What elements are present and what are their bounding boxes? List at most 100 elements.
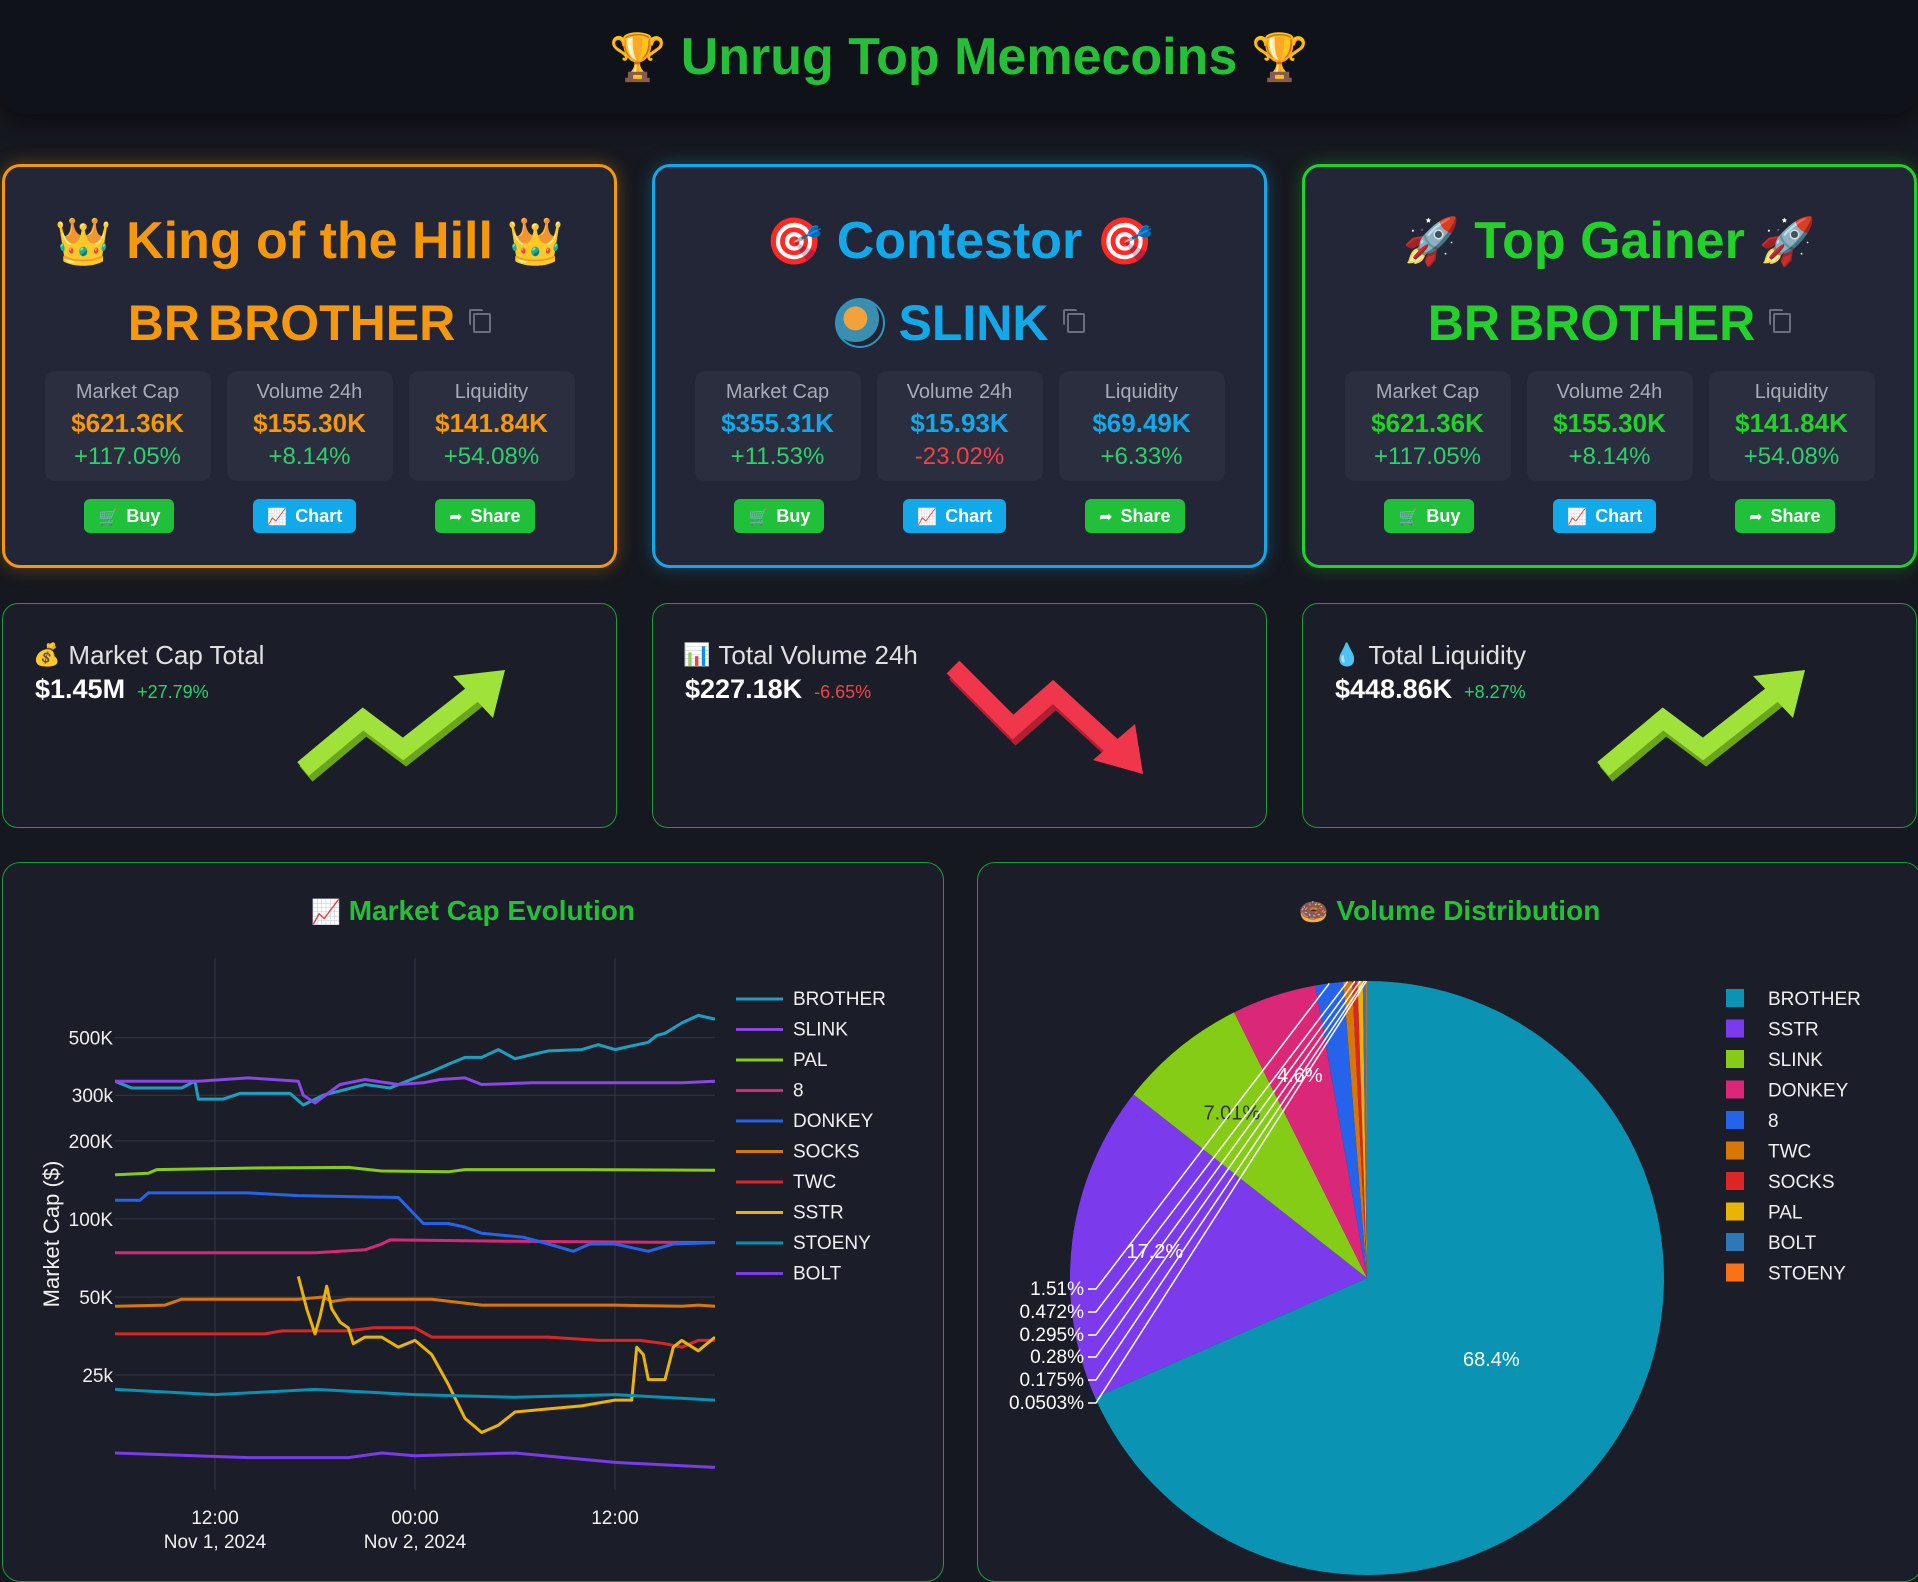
legend-swatch-8 xyxy=(1726,1111,1744,1129)
pie-slice-8 xyxy=(1315,981,1367,1278)
legend-label-twc: TWC xyxy=(1768,1142,1811,1163)
card-title: 🎯 Contestor 🎯 xyxy=(765,212,1154,270)
buy-button[interactable]: 🛒 Buy xyxy=(734,499,825,533)
action-buttons: 🛒 Buy 📈 Chart ➦ Share xyxy=(695,499,1224,533)
metric-market-cap: Market Cap $621.36K +117.05% xyxy=(1344,371,1511,481)
series-line-socks xyxy=(115,1295,715,1308)
money-bag-icon: 💰 xyxy=(33,643,61,668)
pie-slice-twc xyxy=(1343,981,1367,1278)
y-tick-label: 300k xyxy=(72,1086,114,1107)
chart-button[interactable]: 📈 Chart xyxy=(1553,499,1657,533)
share-icon: ➦ xyxy=(1099,506,1113,526)
x-tick-label: 12:00 xyxy=(591,1508,639,1529)
legend-swatch-brother xyxy=(1726,989,1744,1007)
pie-label-brother: 68.4% xyxy=(1463,1349,1520,1371)
trend-up-arrow-icon xyxy=(1597,670,1805,782)
legend-swatch-socks xyxy=(1726,1172,1744,1190)
card-title: 👑 King of the Hill 👑 xyxy=(54,212,565,270)
pie-label-bolt: 0.175% xyxy=(1020,1370,1085,1391)
x-tick-sublabel: Nov 2, 2024 xyxy=(364,1532,467,1553)
legend-swatch-slink xyxy=(1726,1050,1744,1068)
target-icon: 🎯 xyxy=(1096,213,1154,268)
pie-label-slink: 7.01% xyxy=(1203,1102,1260,1124)
y-tick-label: 100K xyxy=(69,1210,114,1231)
buy-button[interactable]: 🛒 Buy xyxy=(84,499,175,533)
chart-button[interactable]: 📈 Chart xyxy=(253,499,357,533)
legend-swatch-bolt xyxy=(1726,1233,1744,1251)
pie-slice-brother xyxy=(1095,981,1664,1575)
share-button[interactable]: ➦ Share xyxy=(1735,499,1835,533)
pie-slice-slink xyxy=(1133,1012,1367,1278)
metric-market-cap: Market Cap $621.36K +117.05% xyxy=(44,371,211,481)
stat-total-liquidity: 💧 Total Liquidity $448.86K +8.27% xyxy=(1302,603,1917,828)
chart-icon: 📈 xyxy=(917,506,938,526)
pie-leader-pal xyxy=(1088,980,1361,1358)
copy-icon[interactable] xyxy=(1062,309,1085,333)
chart-button[interactable]: 📈 Chart xyxy=(903,499,1007,533)
copy-icon[interactable] xyxy=(1769,309,1792,333)
crown-icon: 👑 xyxy=(506,213,565,268)
pie-slice-donkey xyxy=(1234,985,1367,1278)
x-tick-sublabel: Nov 1, 2024 xyxy=(164,1532,267,1553)
y-axis-label: Market Cap ($) xyxy=(39,1161,64,1308)
volume-distribution-panel: 🍩 Volume Distribution 68.4% BROTHER 17.2% S… xyxy=(977,862,1918,1582)
legend-label-pal: PAL xyxy=(793,1050,828,1071)
cart-icon: 🛒 xyxy=(748,506,769,526)
metrics-row: Market Cap $621.36K +117.05% Volume 24h … xyxy=(5,371,614,481)
share-button[interactable]: ➦ Share xyxy=(1085,499,1185,533)
panel-title: 📈 Market Cap Evolution xyxy=(311,895,635,926)
action-buttons: 🛒 Buy 📈 Chart ➦ Share xyxy=(45,499,574,533)
y-tick-label: 500K xyxy=(69,1029,114,1050)
page-title: 🏆 Unrug Top Memecoins 🏆 xyxy=(609,28,1309,86)
legend-label-socks: SOCKS xyxy=(1768,1172,1835,1193)
series-line-bolt xyxy=(115,1451,715,1469)
buy-button[interactable]: 🛒 Buy xyxy=(1384,499,1475,533)
legend-swatch-stoeny xyxy=(1726,1263,1744,1282)
trend-down-arrow-icon xyxy=(946,660,1143,774)
page-header: 🏆 Unrug Top Memecoins 🏆 xyxy=(0,0,1918,114)
legend-label-stoeny: STOENY xyxy=(1768,1264,1846,1285)
pie-leader-bolt xyxy=(1088,980,1366,1381)
x-tick-label: 12:00 xyxy=(191,1508,239,1529)
target-icon: 🎯 xyxy=(765,213,823,268)
y-tick-label: 200K xyxy=(69,1132,114,1153)
droplet-icon: 💧 xyxy=(1333,643,1361,668)
chart-icon: 📈 xyxy=(1567,506,1588,526)
coin-logo-text: BR xyxy=(127,295,200,351)
legend-label-sstr: SSTR xyxy=(793,1203,844,1224)
pie-label-pal: 0.28% xyxy=(1030,1347,1084,1368)
card-title: 🚀 Top Gainer 🚀 xyxy=(1402,212,1817,270)
share-icon: ➦ xyxy=(449,506,463,526)
donut-icon: 🍩 xyxy=(1298,898,1329,926)
bar-chart-icon: 📊 xyxy=(683,643,711,668)
chart-icon: 📈 xyxy=(267,506,288,526)
series-line-brother xyxy=(115,1013,715,1107)
legend-label-socks: SOCKS xyxy=(793,1142,860,1163)
legend-label-bolt: BOLT xyxy=(1768,1233,1817,1254)
share-button[interactable]: ➦ Share xyxy=(435,499,535,533)
metrics-row: Market Cap $621.36K +117.05% Volume 24h … xyxy=(1305,371,1914,481)
metric-market-cap: Market Cap $355.31K +11.53% xyxy=(694,371,861,481)
metric-volume: Volume 24h $155.30K +8.14% xyxy=(1526,371,1693,481)
coin-name: BR BROTHER xyxy=(1305,295,1914,351)
pie-leader-socks xyxy=(1088,980,1356,1336)
legend-label-donkey: DONKEY xyxy=(793,1111,874,1132)
metric-liquidity: Liquidity $69.49K +6.33% xyxy=(1058,371,1225,481)
legend-label-brother: BROTHER xyxy=(1768,989,1861,1010)
market-cap-line-chart[interactable]: 12:00 Nov 1, 2024 00:00 Nov 2, 2024 12:00 25k… xyxy=(3,863,945,1577)
action-buttons: 🛒 Buy 📈 Chart ➦ Share xyxy=(1345,499,1874,533)
pie-slice-socks xyxy=(1352,981,1367,1278)
trophy-icon: 🏆 xyxy=(1251,29,1309,84)
coin-avatar xyxy=(834,298,885,348)
coin-logo-text: BR xyxy=(1427,295,1500,351)
series-line-sstr xyxy=(296,1276,715,1434)
volume-pie-chart[interactable]: 68.4%BROTHER17.2%SSTR7.01%SLINK4.6%DONKE… xyxy=(978,863,1918,1577)
legend-label-pal: PAL xyxy=(1768,1203,1803,1224)
metric-liquidity: Liquidity $141.84K +54.08% xyxy=(408,371,575,481)
pie-leader-stoeny xyxy=(1088,980,1368,1404)
pie-label-8: 1.51% xyxy=(1030,1279,1084,1300)
copy-icon[interactable] xyxy=(469,309,492,333)
legend-swatch-twc xyxy=(1726,1141,1744,1160)
share-icon: ➦ xyxy=(1749,506,1763,526)
pie-slice-sstr xyxy=(1069,1094,1367,1398)
